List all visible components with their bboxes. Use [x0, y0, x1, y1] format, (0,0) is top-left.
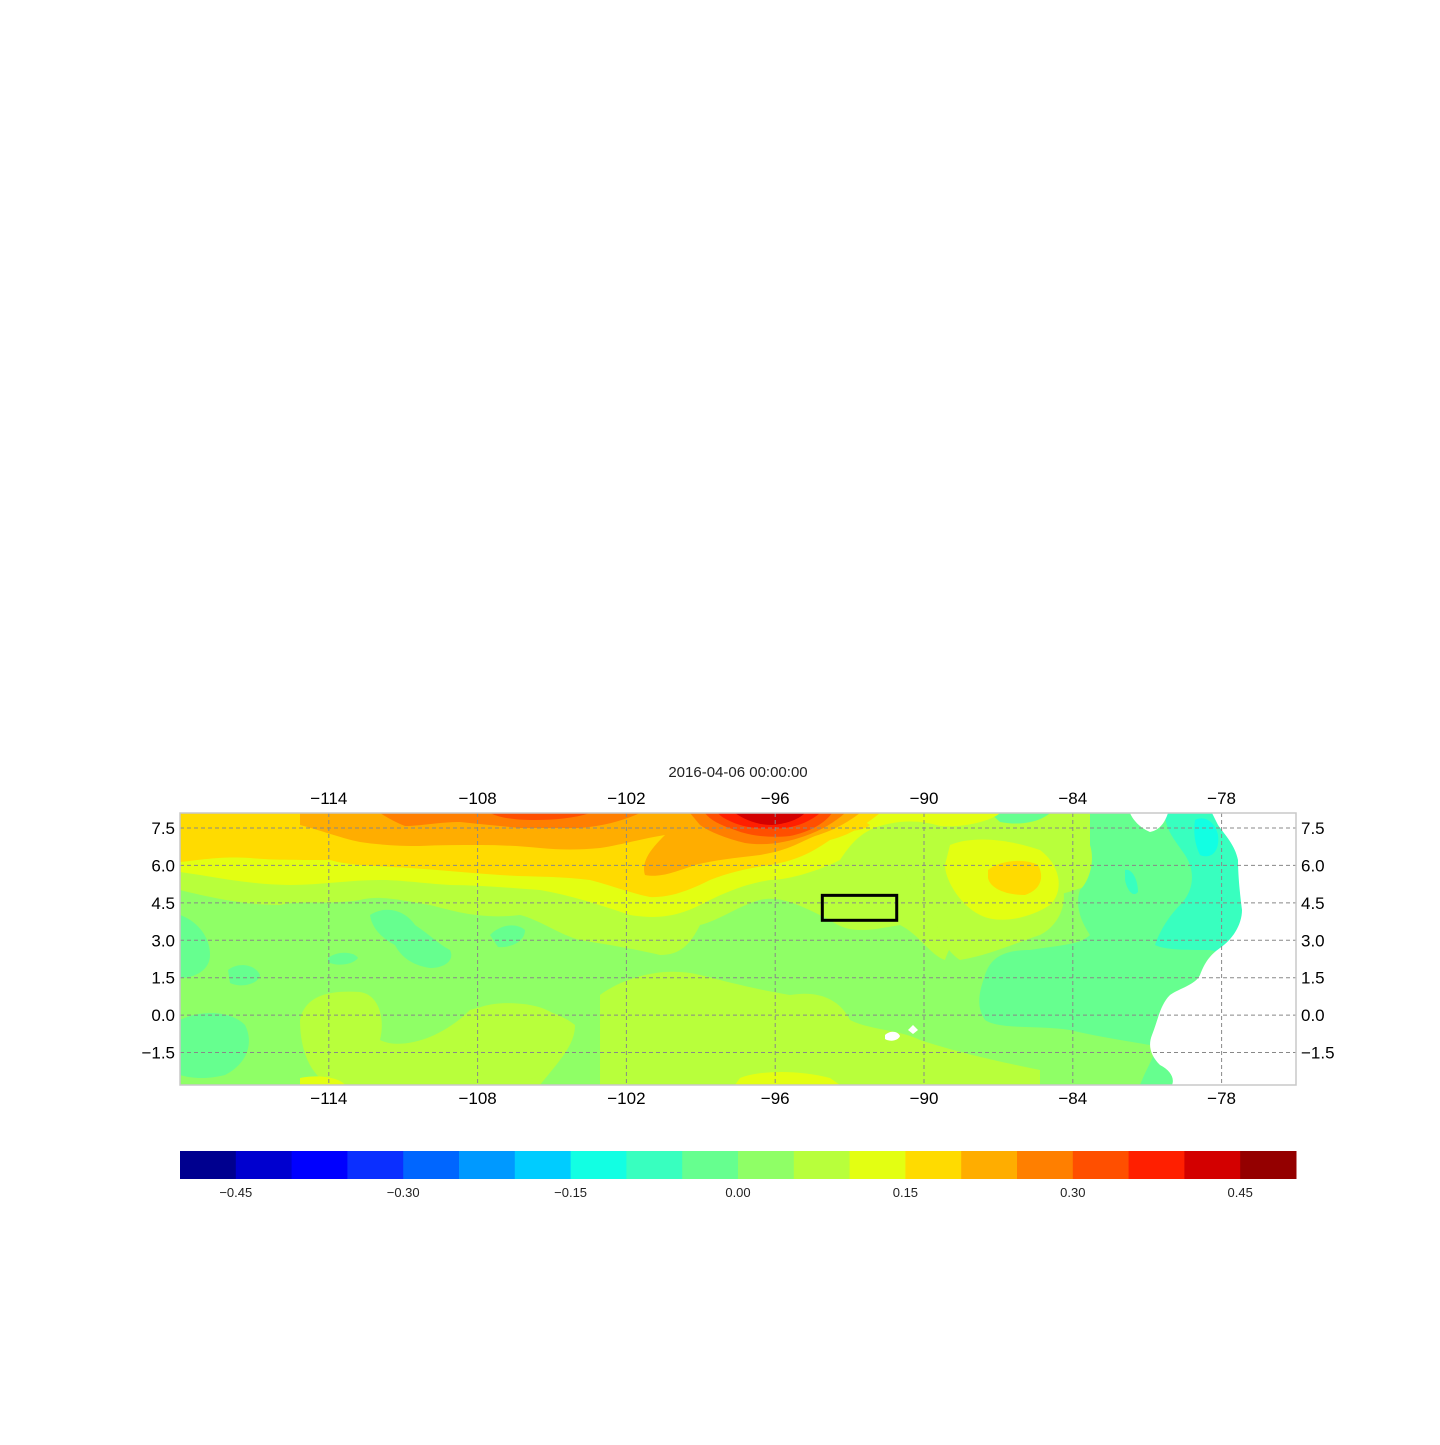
colorbar-swatch	[793, 1151, 851, 1179]
colorbar-swatch	[1017, 1151, 1074, 1179]
colorbar-tick-label: 0.30	[1060, 1185, 1085, 1200]
colorbar-swatch	[961, 1151, 1018, 1179]
colorbar-swatch	[905, 1151, 962, 1179]
lon-tick-label-bottom: −108	[458, 1089, 496, 1108]
colorbar-swatch	[738, 1151, 795, 1179]
lon-tick-label-top: −78	[1207, 789, 1236, 808]
field-level-yellowgreen	[465, 1003, 569, 1082]
lon-tick-label-bottom: −96	[761, 1089, 790, 1108]
colorbar-swatch	[403, 1151, 460, 1179]
colorbar-swatch	[1184, 1151, 1241, 1179]
lon-tick-label-bottom: −84	[1058, 1089, 1087, 1108]
lon-tick-label-bottom: −114	[310, 1089, 347, 1108]
colorbar-swatch	[570, 1151, 627, 1179]
island-mask	[908, 1025, 918, 1034]
colorbar-tick-label: 0.45	[1228, 1185, 1253, 1200]
lon-tick-label-top: −114	[310, 789, 347, 808]
field-level-gold	[988, 860, 1042, 895]
field-level-seagreen	[180, 1013, 249, 1079]
field-level-yellow	[735, 1072, 840, 1085]
field-level-seagreen	[180, 915, 210, 978]
colorbar: −0.45 −0.30 −0.15 0.00 0.15 0.30 0.45	[180, 1151, 1297, 1200]
lat-tick-label-right: 0.0	[1301, 1006, 1325, 1025]
region-box	[820, 893, 899, 922]
colorbar-swatch	[1072, 1151, 1130, 1179]
field-level-seagreen	[328, 952, 358, 965]
colorbar-swatch	[682, 1151, 739, 1179]
field-level-seagreen	[228, 965, 260, 986]
lat-tick-label-left: −1.5	[141, 1044, 175, 1063]
land-mask	[1130, 813, 1168, 832]
field-level-seagreen	[990, 813, 1050, 824]
lat-tick-label-left: 3.0	[151, 931, 175, 950]
map-title: 2016-04-06 00:00:00	[668, 764, 808, 781]
lat-tick-label-right: −1.5	[1301, 1044, 1335, 1063]
lon-tick-label-top: −108	[458, 789, 496, 808]
colorbar-tick-label: −0.45	[219, 1185, 252, 1200]
lat-tick-label-left: 7.5	[151, 819, 175, 838]
lat-tick-label-right: 6.0	[1301, 856, 1325, 875]
lon-tick-label-top: −96	[761, 789, 790, 808]
lat-tick-label-left: 6.0	[151, 856, 175, 875]
colorbar-swatch	[849, 1151, 906, 1179]
colorbar-tick-label: −0.15	[554, 1185, 587, 1200]
field-level-seagreen	[490, 925, 525, 948]
colorbar-tick-label: 0.15	[893, 1185, 918, 1200]
colorbar-swatch	[626, 1151, 683, 1179]
map-axes: −114 −114 −108 −108 −102 −102 −96 −96 −90 −90 −84 −…	[141, 789, 1334, 1108]
field-level-yellow	[300, 1076, 345, 1085]
lon-tick-label-top: −84	[1058, 789, 1087, 808]
colorbar-swatch	[235, 1151, 293, 1179]
lat-tick-label-left: 1.5	[151, 969, 175, 988]
lon-tick-label-top: −90	[910, 789, 939, 808]
anomaly-field	[180, 813, 1296, 1085]
colorbar-swatch	[1128, 1151, 1185, 1179]
lat-tick-label-right: 3.0	[1301, 931, 1325, 950]
colorbar-swatch	[291, 1151, 348, 1179]
colorbar-tick-label: 0.00	[725, 1185, 750, 1200]
lat-tick-label-right: 1.5	[1301, 969, 1325, 988]
graticule	[180, 813, 1296, 1085]
lat-tick-label-right: 7.5	[1301, 819, 1325, 838]
colorbar-swatch	[347, 1151, 404, 1179]
colorbar-swatch	[514, 1151, 572, 1179]
lon-tick-label-bottom: −90	[910, 1089, 939, 1108]
lat-tick-label-left: 0.0	[151, 1006, 175, 1025]
field-level-crimson	[735, 813, 805, 825]
colorbar-swatch	[1240, 1151, 1297, 1179]
field-level-aquamarine	[1125, 869, 1138, 895]
field-level-seagreen	[370, 909, 452, 968]
lat-tick-label-right: 4.5	[1301, 894, 1325, 913]
land-mask	[1150, 813, 1296, 1085]
lon-tick-label-bottom: −102	[607, 1089, 645, 1108]
colorbar-swatch	[180, 1151, 237, 1179]
lon-tick-label-top: −102	[607, 789, 645, 808]
colorbar-tick-label: −0.30	[387, 1185, 420, 1200]
field-level-redorange	[490, 813, 590, 820]
lat-tick-label-left: 4.5	[151, 894, 175, 913]
map-frame	[179, 812, 1297, 1086]
island-mask	[885, 1031, 900, 1041]
colorbar-swatch	[459, 1151, 516, 1179]
lon-tick-label-bottom: −78	[1207, 1089, 1236, 1108]
